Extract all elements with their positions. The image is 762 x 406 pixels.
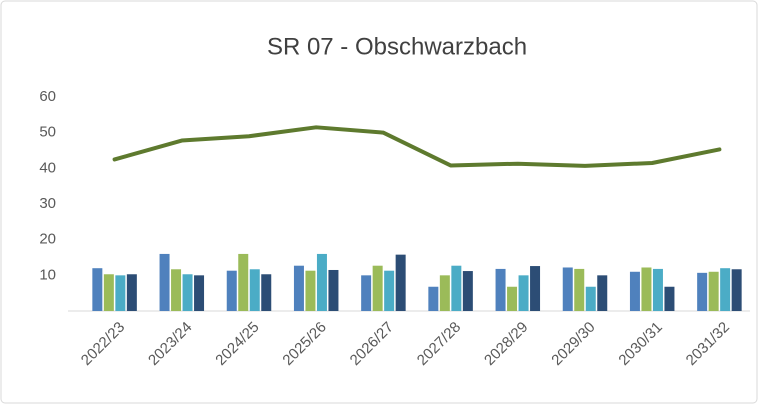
bar	[293, 265, 304, 311]
bar	[372, 265, 383, 311]
bar	[652, 268, 663, 311]
bar	[103, 274, 114, 311]
bar	[708, 271, 719, 311]
bar	[562, 267, 573, 311]
bar	[159, 253, 170, 311]
bar	[261, 274, 272, 311]
bar	[731, 269, 742, 311]
bar	[384, 270, 395, 311]
bar	[495, 268, 506, 311]
bar	[171, 269, 182, 311]
bar	[518, 275, 529, 311]
bar	[328, 269, 339, 311]
bar	[395, 254, 406, 311]
bar	[92, 268, 103, 311]
bar	[126, 274, 137, 311]
bar	[451, 265, 462, 311]
y-tick-label: 20	[39, 231, 56, 248]
bar	[629, 271, 640, 311]
bar	[641, 267, 652, 311]
bar	[115, 275, 126, 311]
bar	[182, 274, 193, 311]
bar	[439, 275, 450, 311]
y-tick-label: 60	[39, 88, 56, 105]
bar	[226, 270, 237, 311]
y-tick-label: 10	[39, 266, 56, 283]
bar	[664, 286, 675, 311]
y-tick-label: 40	[39, 159, 56, 176]
bar	[585, 286, 596, 311]
bar	[720, 268, 731, 311]
bar	[697, 272, 708, 311]
bar	[305, 270, 316, 311]
line-series	[112, 125, 722, 168]
bar	[507, 286, 518, 311]
bar	[238, 253, 249, 311]
bar	[462, 271, 473, 311]
y-tick-label: 50	[39, 124, 56, 141]
bar	[428, 286, 439, 311]
bar	[194, 275, 205, 311]
bar	[597, 275, 608, 311]
bar	[574, 268, 585, 311]
chart-title: SR 07 - Obschwarzbach	[267, 33, 527, 60]
y-tick-label: 30	[39, 195, 56, 212]
bar	[361, 275, 372, 311]
bar	[530, 266, 541, 311]
bar	[249, 269, 260, 311]
bar	[316, 253, 327, 311]
